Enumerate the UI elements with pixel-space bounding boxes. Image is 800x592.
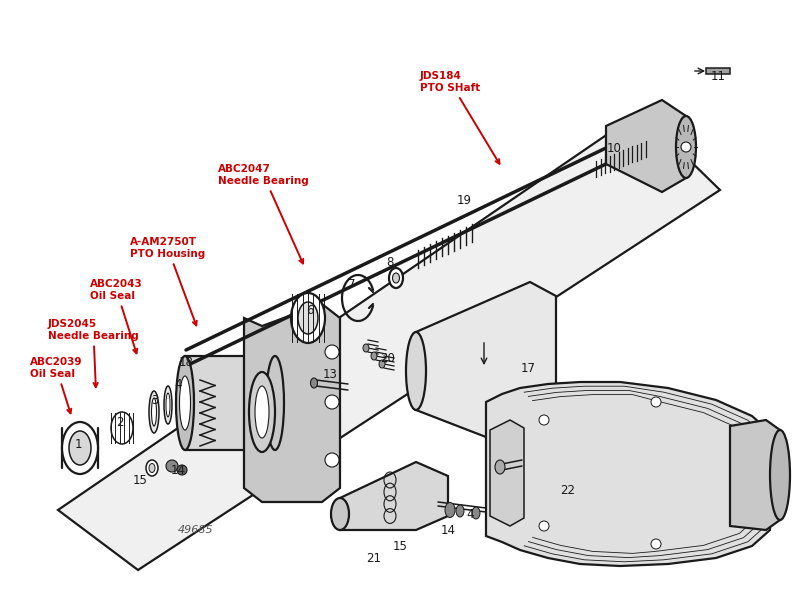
Polygon shape [58,112,720,570]
Text: 4: 4 [466,507,474,520]
Ellipse shape [69,431,91,465]
Text: 7: 7 [348,278,356,291]
Text: 14: 14 [441,523,455,536]
Ellipse shape [371,352,377,360]
Ellipse shape [149,464,155,472]
Ellipse shape [266,356,284,450]
Polygon shape [185,356,275,450]
Text: 1: 1 [74,437,82,451]
Ellipse shape [149,391,159,433]
Ellipse shape [249,372,275,452]
Ellipse shape [379,360,385,368]
Polygon shape [606,100,686,192]
Circle shape [539,521,549,531]
Text: 13: 13 [322,368,338,381]
Ellipse shape [179,376,190,430]
Text: 11: 11 [710,69,726,82]
Text: 17: 17 [521,362,535,375]
Ellipse shape [456,505,464,517]
Text: 15: 15 [393,539,407,552]
Text: 15: 15 [133,474,147,487]
Text: 21: 21 [366,552,382,565]
Text: JDS2045
Needle Bearing: JDS2045 Needle Bearing [48,319,138,387]
Ellipse shape [310,378,318,388]
Text: 6: 6 [306,304,314,317]
Text: ABC2043
Oil Seal: ABC2043 Oil Seal [90,279,142,353]
Polygon shape [490,420,524,526]
Polygon shape [706,68,730,74]
Ellipse shape [495,460,505,474]
Text: JDS184
PTO SHaft: JDS184 PTO SHaft [420,71,499,164]
Ellipse shape [146,460,158,476]
Ellipse shape [62,422,98,474]
Text: 19: 19 [457,194,471,207]
Ellipse shape [331,498,349,530]
Ellipse shape [291,293,325,343]
Ellipse shape [406,332,426,410]
Ellipse shape [472,507,480,519]
Ellipse shape [298,302,318,334]
Ellipse shape [445,503,455,517]
Ellipse shape [176,356,194,450]
Ellipse shape [770,430,790,520]
Text: 8: 8 [386,256,394,269]
Circle shape [539,415,549,425]
Text: 2: 2 [116,416,124,429]
Ellipse shape [363,344,369,352]
Circle shape [325,395,339,409]
Ellipse shape [151,398,157,426]
Circle shape [166,460,178,472]
Text: 4: 4 [174,378,182,391]
Ellipse shape [255,386,269,438]
Text: 10: 10 [606,141,622,155]
Polygon shape [730,420,780,530]
Ellipse shape [111,412,133,444]
Text: ABC2047
Needle Bearing: ABC2047 Needle Bearing [218,164,309,263]
Ellipse shape [389,268,403,288]
Text: 3: 3 [151,394,158,407]
Circle shape [651,397,661,407]
Text: 20: 20 [381,352,395,365]
Text: 49685: 49685 [178,525,214,535]
Ellipse shape [393,273,399,283]
Circle shape [651,539,661,549]
Circle shape [325,345,339,359]
Ellipse shape [166,393,170,417]
Ellipse shape [676,116,696,178]
Circle shape [681,142,691,152]
Polygon shape [416,282,556,454]
Circle shape [325,453,339,467]
Text: 14: 14 [170,464,186,477]
Polygon shape [244,304,340,502]
Text: 18: 18 [178,356,194,368]
Ellipse shape [164,386,172,424]
Text: 22: 22 [561,484,575,497]
Polygon shape [486,382,770,566]
Text: A-AM2750T
PTO Housing: A-AM2750T PTO Housing [130,237,206,326]
Polygon shape [340,462,448,530]
Circle shape [177,465,187,475]
Text: ABC2039
Oil Seal: ABC2039 Oil Seal [30,357,82,413]
